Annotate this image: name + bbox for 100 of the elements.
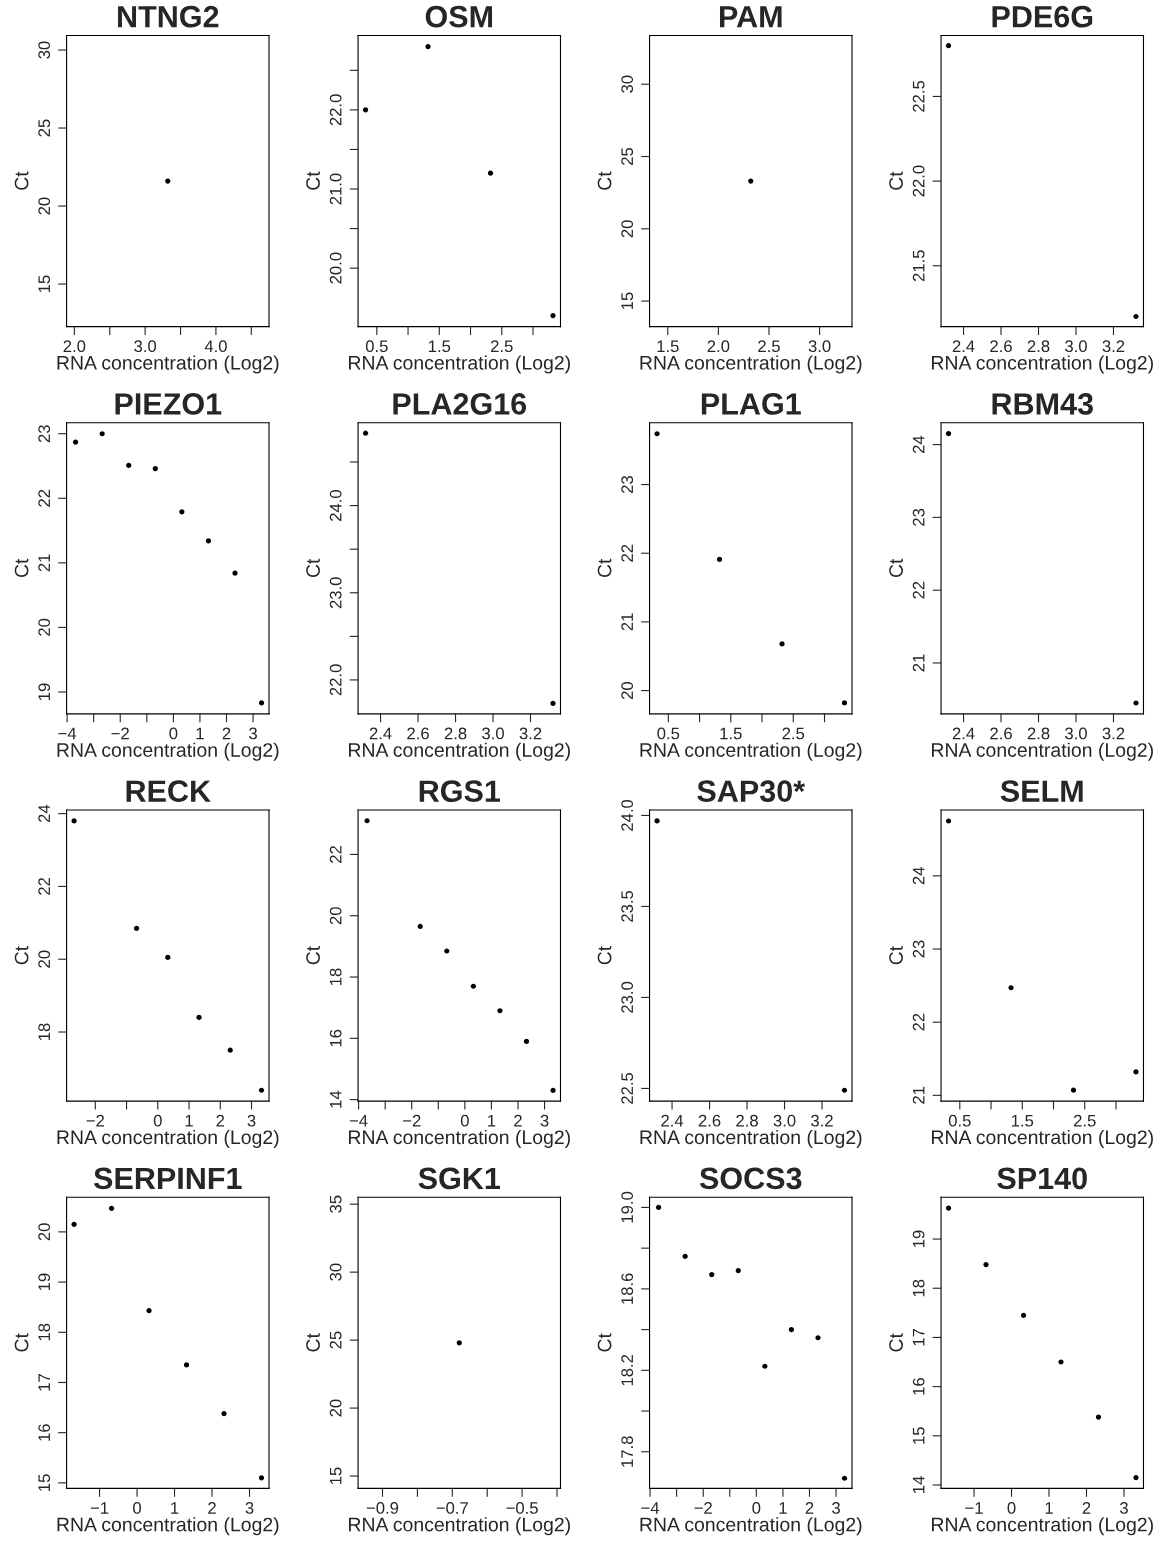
point [945, 1205, 952, 1211]
y-axis-title: Ct [306, 171, 320, 190]
x-tick-label: 3.0 [1065, 727, 1087, 740]
x-axis-title: RNA concentration (Log2) [931, 1129, 1153, 1149]
point [523, 1038, 530, 1044]
y-tick-label: 22 [329, 846, 342, 863]
point [470, 983, 476, 989]
point [444, 948, 450, 954]
point [196, 1014, 202, 1021]
x-tick-label: 0 [169, 727, 178, 740]
point [258, 700, 265, 706]
chart-title: SELM [1000, 780, 1083, 802]
x-axis-title: RNA concentration (Log2) [640, 1517, 862, 1536]
x-axis-title: RNA concentration (Log2) [640, 742, 862, 761]
y-axis-title: Ct [597, 558, 612, 578]
y-tick-label: 17 [912, 1328, 925, 1346]
y-tick-label: 24.0 [621, 799, 634, 831]
y-axis-title: Ct [597, 946, 612, 965]
y-tick-label: 25 [621, 147, 634, 165]
x-tick-label: 0.5 [365, 340, 388, 353]
x-tick-label: 1 [171, 1502, 179, 1514]
y-tick-label: 20.0 [329, 252, 342, 284]
chart-title: RECK [126, 780, 211, 802]
point [779, 641, 785, 647]
chart-title: PIEZO1 [115, 393, 222, 415]
point [205, 538, 212, 544]
y-tick-label: 15 [912, 1427, 925, 1444]
point [716, 556, 723, 563]
x-tick-label: 3.2 [1102, 727, 1125, 740]
chart-title: PDE6G [992, 5, 1093, 28]
y-tick-label: 22.5 [621, 1072, 634, 1104]
point [735, 1267, 741, 1274]
y-tick-label: 21 [912, 1086, 925, 1104]
point [71, 818, 77, 824]
point [841, 1475, 848, 1481]
x-tick-label: 0.5 [657, 727, 680, 740]
chart-title: SAP30* [697, 780, 806, 803]
x-axis-title: RNA concentration (Log2) [57, 742, 279, 761]
x-tick-label: 3.0 [482, 727, 504, 740]
x-tick-label: −1 [965, 1502, 983, 1514]
y-tick-label: 23 [912, 940, 925, 958]
x-axis-title: RNA concentration (Log2) [349, 1129, 570, 1149]
chart-title: PLA2G16 [393, 393, 527, 415]
y-tick-label: 30 [38, 41, 51, 59]
y-tick-label: 24 [912, 435, 925, 454]
y-tick-label: 22.0 [912, 165, 925, 197]
y-axis-title: Ct [14, 171, 29, 190]
x-tick-label: 3 [245, 1502, 254, 1514]
x-tick-label: 0 [153, 1114, 162, 1127]
y-axis-title: Ct [306, 946, 320, 965]
x-tick-label: 2 [208, 1502, 216, 1514]
y-tick-label: 24 [912, 867, 925, 885]
y-tick-label: 22 [912, 1013, 925, 1031]
y-tick-label: 22.0 [329, 94, 342, 126]
point [497, 1008, 503, 1014]
x-tick-label: −4 [58, 727, 77, 740]
x-tick-label: −2 [86, 1114, 104, 1127]
x-tick-label: 2.4 [661, 1114, 684, 1127]
x-tick-label: 3 [1119, 1502, 1128, 1514]
point [1058, 1359, 1064, 1365]
point [179, 509, 185, 515]
x-tick-label: 2.5 [782, 727, 805, 740]
x-tick-label: 2 [216, 1114, 225, 1127]
y-tick-label: 16 [912, 1378, 925, 1395]
point [550, 313, 556, 319]
y-tick-label: 21 [912, 654, 925, 672]
x-tick-label: −4 [349, 1114, 368, 1127]
point [682, 1253, 688, 1259]
x-tick-label: 0 [460, 1114, 469, 1127]
x-tick-label: 2 [222, 727, 231, 740]
y-tick-label: 15 [38, 275, 51, 293]
point [983, 1262, 989, 1268]
x-tick-label: 2.8 [444, 727, 467, 740]
y-tick-label: 20 [329, 907, 342, 925]
point [152, 466, 158, 472]
x-tick-label: 2.4 [369, 727, 392, 740]
point [183, 1362, 190, 1368]
x-tick-label: 0.5 [948, 1114, 971, 1127]
x-tick-label: 2 [514, 1114, 522, 1127]
y-tick-label: 20 [38, 950, 51, 968]
y-tick-label: 23.5 [621, 890, 634, 922]
point [550, 1087, 556, 1094]
x-tick-label: 1.5 [1011, 1114, 1034, 1127]
y-tick-label: 21 [38, 554, 50, 572]
x-tick-label: 2.8 [1027, 340, 1050, 353]
point [841, 700, 848, 706]
y-tick-label: 22 [38, 878, 50, 895]
point [1095, 1414, 1102, 1420]
y-tick-label: 18 [912, 1279, 925, 1297]
y-tick-label: 20 [621, 220, 634, 238]
chart-title: SGK1 [418, 1167, 501, 1190]
chart-title: RGS1 [419, 780, 501, 802]
x-tick-label: 1.5 [657, 340, 679, 353]
x-tick-label: −2 [694, 1502, 712, 1514]
x-tick-label: 1 [779, 1502, 787, 1514]
y-tick-label: 25 [329, 1331, 342, 1349]
point [945, 818, 952, 824]
chart-title: SP140 [997, 1167, 1087, 1190]
point [71, 1221, 77, 1227]
point [709, 1272, 715, 1278]
